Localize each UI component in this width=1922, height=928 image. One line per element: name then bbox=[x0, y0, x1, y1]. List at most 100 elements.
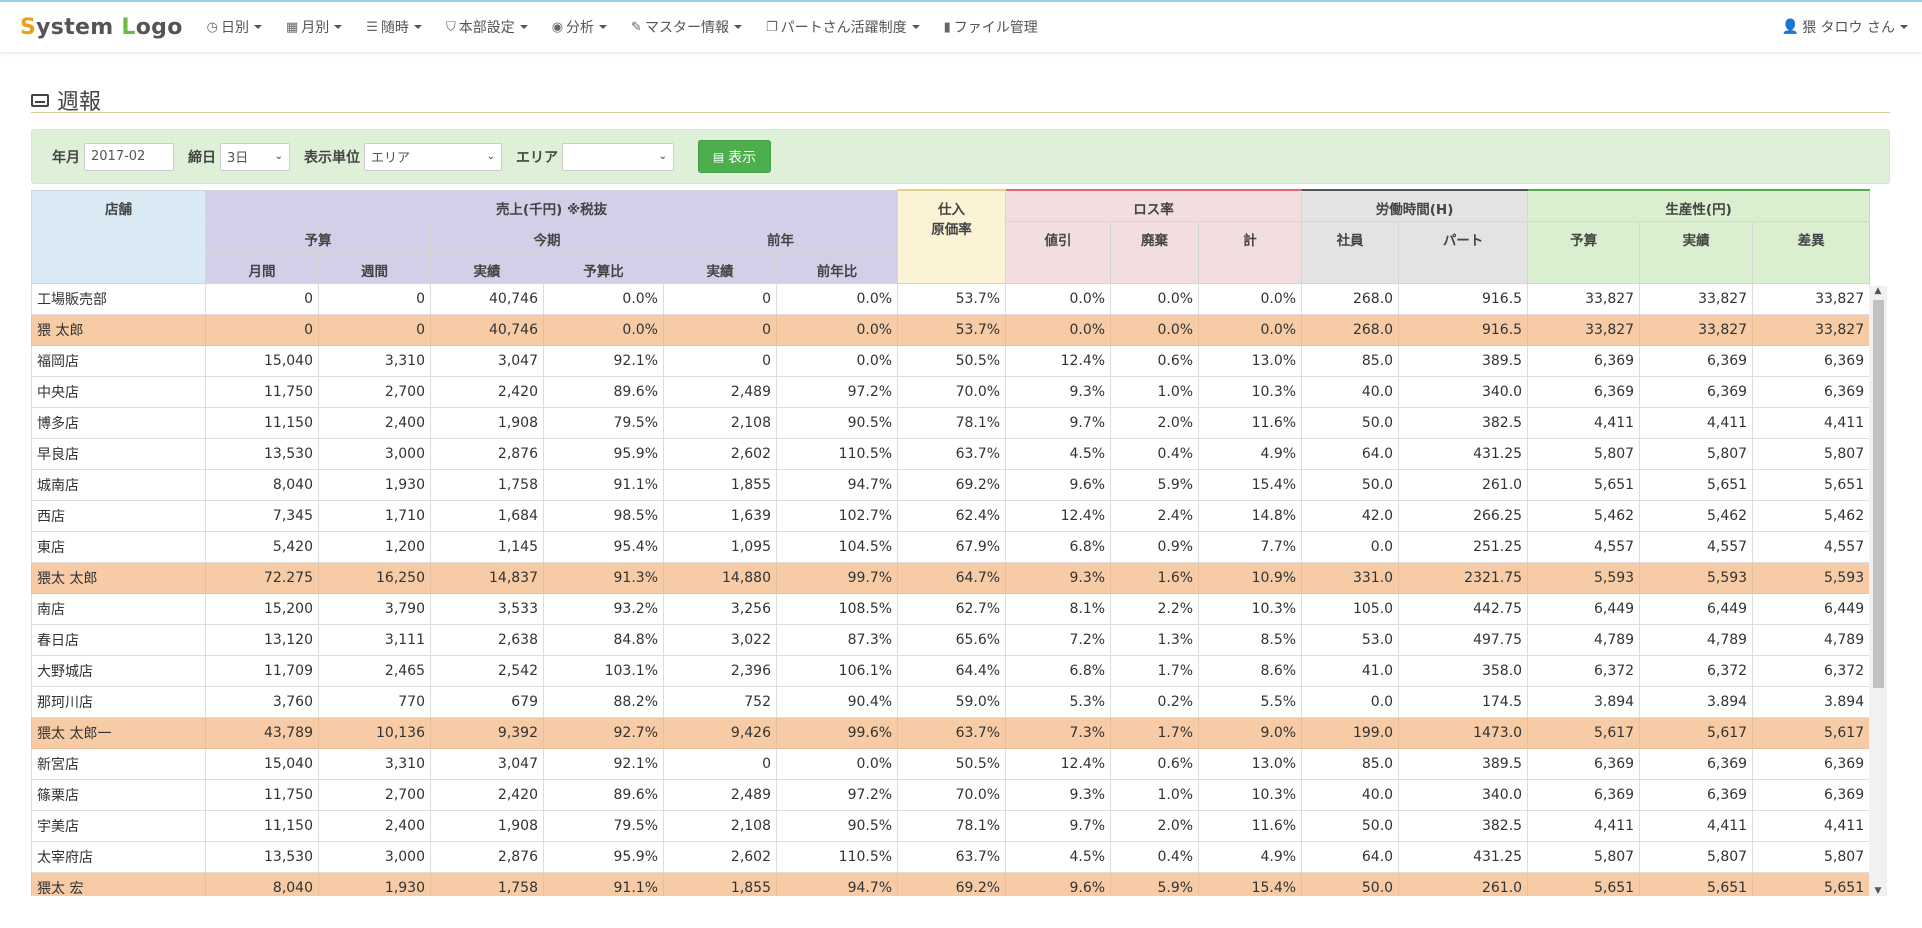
table-cell: 93.2% bbox=[543, 592, 664, 625]
table-cell: 752 bbox=[663, 685, 777, 718]
table-row[interactable]: 南店 15,200 3,790 3,533 93.2% 3,256 108.5% 62.7% 8… bbox=[31, 592, 1871, 625]
nav-analysis[interactable]: ◉ 分析 bbox=[552, 17, 608, 37]
scroll-down-icon[interactable]: ▼ bbox=[1874, 886, 1882, 896]
table-cell: 5,651 bbox=[1752, 468, 1871, 501]
table-row[interactable]: 西店 7,345 1,710 1,684 98.5% 1,639 102.7% 62.4% 12… bbox=[31, 499, 1871, 532]
user-menu[interactable]: 👤 猥 タロウ さん bbox=[1782, 2, 1908, 52]
table-cell: 679 bbox=[430, 685, 544, 718]
table-row[interactable]: 猥太 太郎一 43,789 10,136 9,392 92.7% 9,426 99.6% 63… bbox=[31, 716, 1871, 749]
nav-master-info-label: マスター情報 bbox=[644, 20, 729, 36]
area-select[interactable]: ⌄ bbox=[562, 142, 674, 171]
table-row[interactable]: 猥太 宏 8,040 1,930 1,758 91.1% 1,855 94.7% 69.2% 9… bbox=[31, 871, 1871, 896]
table-cell: 7,345 bbox=[205, 499, 319, 532]
table-cell: 63.7% bbox=[897, 840, 1007, 873]
header-loss-total: 計 bbox=[1198, 220, 1303, 284]
nav-master-info[interactable]: ✎ マスター情報 bbox=[631, 17, 742, 37]
table-cell: 3,760 bbox=[205, 685, 319, 718]
store-name-cell: 東店 bbox=[31, 530, 206, 563]
header-sales: 売上(千円) ※税抜 bbox=[204, 189, 899, 222]
header-cost-line2: 原価率 bbox=[931, 222, 972, 238]
header-labor-hours: 労働時間(H) bbox=[1301, 189, 1529, 222]
table-cell: 1.7% bbox=[1110, 716, 1200, 749]
table-cell: 9.7% bbox=[1005, 809, 1112, 842]
table-cell: 33,827 bbox=[1639, 313, 1754, 346]
table-cell: 2,700 bbox=[318, 778, 431, 811]
show-button-label: 表示 bbox=[728, 149, 757, 166]
table-cell: 4,411 bbox=[1752, 406, 1871, 439]
table-cell: 1,200 bbox=[318, 530, 431, 563]
table-cell: 12.4% bbox=[1005, 499, 1112, 532]
nav-daily[interactable]: ◷ 日別 bbox=[207, 17, 262, 37]
table-cell: 5,651 bbox=[1639, 871, 1754, 896]
caret-down-icon bbox=[911, 25, 920, 29]
table-row[interactable]: 工場販売部 0 0 40,746 0.0% 0 0.0% 53.7% 0.0% 0.0% 0.0% 2… bbox=[31, 282, 1871, 315]
table-row[interactable]: 太宰府店 13,530 3,000 2,876 95.9% 2,602 110.5% 63.7… bbox=[31, 840, 1871, 873]
nav-monthly[interactable]: ▦ 月別 bbox=[286, 17, 343, 37]
scroll-up-icon[interactable]: ▲ bbox=[1874, 286, 1882, 296]
table-cell: 110.5% bbox=[775, 437, 899, 470]
table-cell: 10,136 bbox=[318, 716, 431, 749]
table-row[interactable]: 城南店 8,040 1,930 1,758 91.1% 1,855 94.7% 69.2% 9.… bbox=[31, 468, 1871, 501]
table-cell: 2,108 bbox=[663, 406, 777, 439]
table-row[interactable]: 春日店 13,120 3,111 2,638 84.8% 3,022 87.3% 65.6% 7… bbox=[31, 623, 1871, 656]
month-input[interactable]: 2017-02 bbox=[84, 142, 174, 171]
header-actual: 実績 bbox=[430, 251, 544, 284]
table-cell: 442.75 bbox=[1398, 592, 1529, 625]
table-cell: 1,145 bbox=[430, 530, 544, 563]
store-name-cell: 中央店 bbox=[31, 375, 206, 408]
table-cell: 6,369 bbox=[1639, 747, 1754, 780]
table-cell: 3,000 bbox=[318, 437, 431, 470]
table-cell: 15,200 bbox=[205, 592, 319, 625]
table-scrollbar[interactable]: ▲ ▼ bbox=[1869, 286, 1887, 896]
nav-anytime[interactable]: ☰ 随時 bbox=[366, 17, 422, 37]
table-cell: 3,533 bbox=[430, 592, 544, 625]
table-row[interactable]: 福岡店 15,040 3,310 3,047 92.1% 0 0.0% 50.5% 12.4% 0… bbox=[31, 344, 1871, 377]
table-cell: 15,040 bbox=[205, 344, 319, 377]
table-row[interactable]: 宇美店 11,150 2,400 1,908 79.5% 2,108 90.5% 78.1% 9… bbox=[31, 809, 1871, 842]
tags-icon: ⛉ bbox=[445, 19, 456, 35]
caret-down-icon bbox=[413, 25, 422, 29]
table-cell: 2,420 bbox=[430, 375, 544, 408]
table-row[interactable]: 新宮店 15,040 3,310 3,047 92.1% 0 0.0% 50.5% 12.4% 0… bbox=[31, 747, 1871, 780]
table-row[interactable]: 猥太 太郎 72.275 16,250 14,837 91.3% 14,880 99.7% 6… bbox=[31, 561, 1871, 594]
table-cell: 2,489 bbox=[663, 778, 777, 811]
table-cell: 0 bbox=[318, 282, 431, 315]
table-cell: 382.5 bbox=[1398, 809, 1529, 842]
table-row[interactable]: 中央店 11,750 2,700 2,420 89.6% 2,489 97.2% 70.0% 9… bbox=[31, 375, 1871, 408]
nav-part-program[interactable]: ❐ パートさん活躍制度 bbox=[766, 17, 920, 37]
table-cell: 2,700 bbox=[318, 375, 431, 408]
table-cell: 85.0 bbox=[1301, 747, 1400, 780]
table-row[interactable]: 大野城店 11,709 2,465 2,542 103.1% 2,396 106.1% 64.… bbox=[31, 654, 1871, 687]
close-day-select[interactable]: 3日 ⌄ bbox=[220, 142, 290, 171]
table-row[interactable]: 猥 太郎 0 0 40,746 0.0% 0 0.0% 53.7% 0.0% 0.0% 0.0% 26… bbox=[31, 313, 1871, 346]
display-unit-label: 表示単位 bbox=[304, 149, 360, 166]
table-row[interactable]: 那珂川店 3,760 770 679 88.2% 752 90.4% 59.0% 5.3% 0.2… bbox=[31, 685, 1871, 718]
nav-hq-settings[interactable]: ⛉ 本部設定 bbox=[446, 17, 528, 37]
table-cell: 0.9% bbox=[1110, 530, 1200, 563]
table-row[interactable]: 早良店 13,530 3,000 2,876 95.9% 2,602 110.5% 63.7%… bbox=[31, 437, 1871, 470]
table-cell: 1,758 bbox=[430, 871, 544, 896]
table-cell: 9.0% bbox=[1198, 716, 1303, 749]
table-cell: 0.6% bbox=[1110, 344, 1200, 377]
header-prev-year: 前年 bbox=[662, 220, 899, 253]
table-row[interactable]: 東店 5,420 1,200 1,145 95.4% 1,095 104.5% 67.9% 6.… bbox=[31, 530, 1871, 563]
display-unit-select[interactable]: エリア ⌄ bbox=[364, 142, 502, 171]
table-cell: 110.5% bbox=[775, 840, 899, 873]
store-name-cell: 工場販売部 bbox=[31, 282, 206, 315]
table-cell: 64.0 bbox=[1301, 840, 1400, 873]
table-cell: 3,000 bbox=[318, 840, 431, 873]
table-cell: 4.9% bbox=[1198, 840, 1303, 873]
table-cell: 63.7% bbox=[897, 437, 1007, 470]
caret-down-icon bbox=[334, 25, 343, 29]
system-logo[interactable]: System Logo bbox=[20, 14, 183, 40]
show-button[interactable]: ▤ 表示 bbox=[698, 140, 771, 173]
table-cell: 0.0% bbox=[1110, 282, 1200, 315]
table-cell: 5,651 bbox=[1639, 468, 1754, 501]
table-body: 工場販売部 0 0 40,746 0.0% 0 0.0% 53.7% 0.0% 0.0% 0.0% 2… bbox=[31, 282, 1871, 896]
nav-file-management[interactable]: ▮ ファイル管理 bbox=[944, 17, 1038, 37]
scrollbar-thumb[interactable] bbox=[1873, 300, 1884, 688]
table-row[interactable]: 博多店 11,150 2,400 1,908 79.5% 2,108 90.5% 78.1% 9… bbox=[31, 406, 1871, 439]
table-row[interactable]: 篠栗店 11,750 2,700 2,420 89.6% 2,489 97.2% 70.0% 9… bbox=[31, 778, 1871, 811]
header-prod-budget: 予算 bbox=[1527, 220, 1641, 284]
table-cell: 1.6% bbox=[1110, 561, 1200, 594]
